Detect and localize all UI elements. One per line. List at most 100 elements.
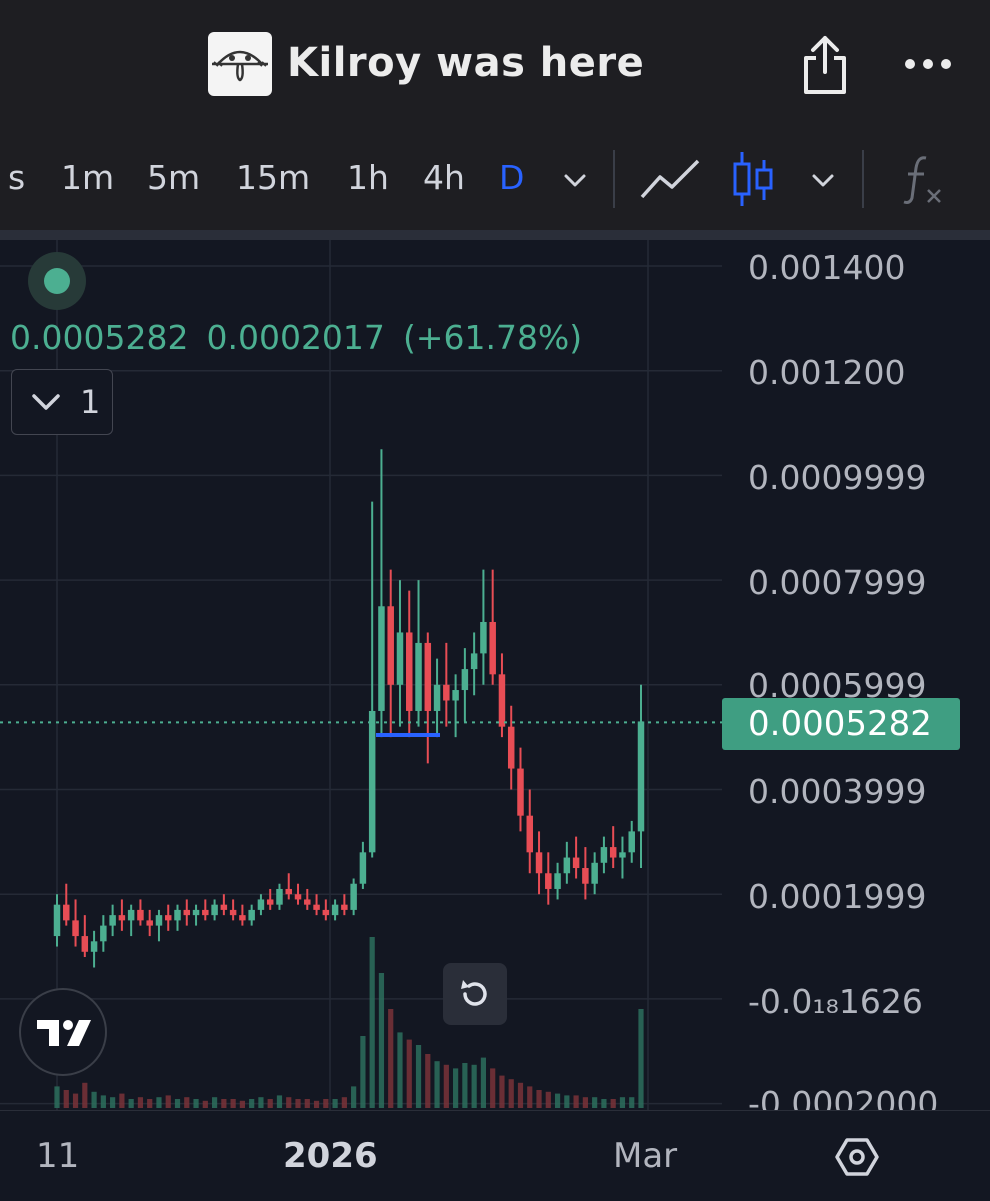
more-icon[interactable]	[900, 44, 956, 84]
chart-type-chevron-down-icon[interactable]	[808, 168, 838, 192]
candle-body	[387, 606, 394, 685]
volume-bar	[471, 1064, 477, 1108]
tradingview-logo[interactable]	[19, 988, 107, 1076]
candle-body	[507, 726, 515, 769]
candle-body	[619, 852, 626, 858]
volume-bar	[156, 1097, 162, 1108]
price-axis-label: 0.0003999	[748, 772, 927, 811]
candle-body	[535, 852, 543, 874]
volume-bar	[100, 1095, 106, 1108]
candle-body	[563, 857, 571, 874]
volume-bar	[137, 1097, 144, 1108]
volume-bar	[462, 1063, 468, 1108]
volume-bar	[82, 1082, 88, 1108]
candle-body	[443, 684, 450, 701]
time-axis[interactable]	[0, 1110, 990, 1201]
price-chart[interactable]	[0, 240, 990, 1110]
timeframe-d[interactable]: D	[499, 158, 525, 197]
chevron-down-icon	[32, 394, 60, 410]
current-price-tag: 0.0005282	[722, 698, 960, 750]
candle-body	[155, 915, 163, 926]
volume-bar	[276, 1095, 283, 1108]
volume-bar	[221, 1099, 227, 1108]
candle-body	[294, 894, 302, 900]
candle-body	[415, 642, 422, 711]
volume-bar	[378, 973, 385, 1108]
timeframe-1h[interactable]: 1h	[347, 158, 389, 197]
volume-bar	[629, 1097, 635, 1108]
candle-body	[90, 941, 98, 952]
chart-settings-icon[interactable]	[832, 1132, 882, 1182]
volume-bar	[165, 1095, 171, 1108]
timeframe-4h[interactable]: 4h	[423, 158, 465, 197]
candle-body	[572, 857, 580, 869]
volume-bar	[332, 1099, 338, 1108]
candle-body	[164, 915, 172, 921]
volume-bar	[536, 1090, 542, 1108]
volume-bar	[397, 1032, 403, 1108]
candle-body	[192, 909, 200, 916]
line-chart-icon[interactable]	[638, 157, 702, 201]
volume-bar	[638, 1009, 644, 1108]
candlestick-chart-icon[interactable]	[730, 150, 776, 208]
volume-bar	[110, 1097, 116, 1108]
candle-body	[81, 936, 89, 952]
timeframe-5m[interactable]: 5m	[147, 158, 201, 197]
time-axis-label: Mar	[613, 1136, 678, 1176]
candle-body	[276, 888, 283, 905]
candle-body	[100, 925, 107, 942]
market-status-indicator[interactable]	[28, 252, 86, 310]
volume-bar	[54, 1086, 60, 1108]
candle-body	[637, 721, 645, 832]
candle-body	[239, 915, 246, 921]
price-axis-label: 0.0001999	[748, 877, 927, 916]
volume-bar	[545, 1091, 551, 1108]
reset-chart-button[interactable]	[443, 963, 507, 1025]
indicator-count: 1	[80, 383, 101, 421]
volume-bar	[193, 1099, 199, 1108]
candle-body	[470, 653, 478, 670]
candle-body	[582, 868, 589, 884]
candle-body	[498, 674, 506, 727]
candle-body	[517, 768, 524, 816]
volume-bar	[564, 1095, 570, 1108]
timeframe-toolbar	[0, 130, 990, 230]
volume-bar	[499, 1075, 505, 1108]
status-dot	[44, 268, 70, 294]
candle-body	[433, 684, 441, 711]
candle-body	[137, 909, 144, 921]
candle-body	[461, 669, 469, 691]
toolbar-separator	[613, 150, 615, 208]
timeframe-1m[interactable]: 1m	[61, 158, 115, 197]
candle-body	[331, 904, 339, 916]
volume-bar	[453, 1068, 459, 1108]
volume-bar	[91, 1091, 97, 1108]
indicators-fx-icon[interactable]	[900, 154, 948, 206]
price-axis-label: 0.0007999	[748, 563, 927, 602]
volume-bar	[313, 1100, 320, 1108]
volume-bar	[63, 1090, 69, 1108]
kilroy-logo-icon	[208, 32, 272, 96]
reset-icon	[461, 980, 487, 1006]
volume-bar	[351, 1086, 357, 1108]
candle-body	[304, 899, 311, 905]
volume-bar	[369, 937, 375, 1108]
volume-bar	[147, 1099, 153, 1108]
volume-bar	[72, 1093, 79, 1108]
volume-bar	[174, 1099, 181, 1108]
timeframe-chevron-down-icon[interactable]	[560, 168, 590, 192]
volume-bar	[286, 1097, 292, 1108]
volume-bar	[517, 1082, 524, 1108]
volume-bar	[230, 1099, 236, 1108]
volume-bar	[128, 1099, 134, 1108]
candle-body	[424, 642, 432, 711]
candle-body	[359, 852, 367, 884]
volume-bar	[239, 1100, 245, 1108]
collapse-indicators-button[interactable]: 1	[11, 369, 113, 435]
timeframe-15m[interactable]: 15m	[236, 158, 311, 197]
volume-bar	[582, 1097, 588, 1108]
volume-bar	[527, 1086, 533, 1108]
timeframe-seconds[interactable]: s	[8, 158, 26, 197]
volume-bar	[490, 1068, 496, 1108]
share-icon[interactable]	[800, 34, 850, 96]
